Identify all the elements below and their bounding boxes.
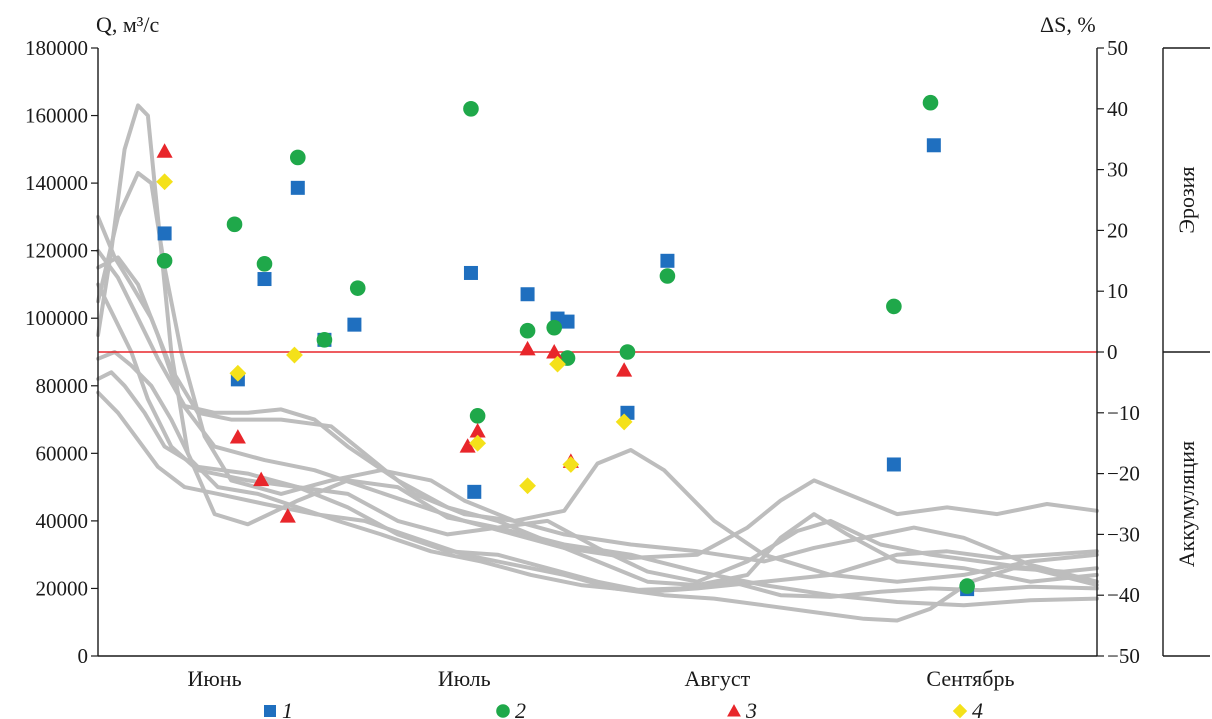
hydrograph-curve-6 <box>96 282 1099 588</box>
series-4-point <box>549 355 566 373</box>
legend-label-4: 4 <box>972 698 983 719</box>
legend-marker-4 <box>952 703 968 719</box>
series-2-point <box>290 149 306 166</box>
y-right-tick-label: −20 <box>1107 462 1140 486</box>
y-left-tick-label: 20000 <box>36 576 89 600</box>
series-1-point <box>467 484 482 499</box>
series-4-point <box>562 456 580 473</box>
y-right-label: ΔS, % <box>1040 12 1096 37</box>
y-right-tick-label: 30 <box>1107 158 1128 182</box>
x-month-label: Июль <box>438 666 491 691</box>
y-left-tick-label: 100000 <box>25 306 88 330</box>
series-3-point <box>616 362 633 377</box>
y-left-tick-label: 0 <box>78 644 89 668</box>
data-markers <box>156 94 975 597</box>
zone-label: Аккумуляция <box>1174 441 1199 567</box>
series-2-point <box>546 319 563 336</box>
zone-label: Эрозия <box>1174 166 1199 233</box>
x-month-label: Сентябрь <box>926 666 1014 691</box>
y-left-tick-label: 80000 <box>36 374 89 398</box>
series-1-point <box>347 317 362 332</box>
hydrograph-curves <box>96 103 1099 623</box>
y-right-tick-label: −50 <box>1107 644 1140 668</box>
series-3-point <box>253 471 270 487</box>
y-left-tick-label: 120000 <box>25 239 88 263</box>
legend-marker-2 <box>496 704 510 718</box>
series-1-point <box>660 253 675 268</box>
axes <box>91 47 1104 657</box>
series-1-point <box>290 180 305 195</box>
series-4-point <box>615 413 633 431</box>
series-4-point <box>229 364 247 382</box>
series-1-point <box>886 457 901 472</box>
y-left-label: Q, м³/с <box>96 12 160 37</box>
x-month-label: Август <box>685 666 751 691</box>
hydrograph-curve-9 <box>96 350 1099 599</box>
legend-marker-3 <box>727 704 741 717</box>
y-right-tick-label: −30 <box>1107 522 1140 546</box>
series-2-point <box>156 252 173 269</box>
series-2-point <box>316 332 333 348</box>
hydrograph-curve-5 <box>96 248 1099 588</box>
y-left-tick-label: 40000 <box>36 509 89 533</box>
y-left-tick-label: 140000 <box>25 171 88 195</box>
y-right-tick-label: −40 <box>1107 583 1140 607</box>
hydrograph-curve-2 <box>96 171 1099 584</box>
series-2-point <box>959 578 975 594</box>
y-right-tick-label: −10 <box>1107 401 1140 425</box>
series-3-point <box>546 343 563 359</box>
series-2-point <box>349 280 366 296</box>
series-1-point <box>257 272 272 287</box>
series-1-point <box>463 265 478 280</box>
series-2-point <box>256 256 273 272</box>
series-4-point <box>286 346 303 364</box>
y-right-tick-label: 20 <box>1107 218 1128 242</box>
legend-label-2: 2 <box>515 698 526 719</box>
legend-label-1: 1 <box>282 698 293 719</box>
series-3-point <box>279 508 296 523</box>
y-left-tick-label: 180000 <box>25 36 88 60</box>
hydrograph-curve-1 <box>96 103 1099 608</box>
legend-marker-1 <box>264 705 276 717</box>
series-1-point <box>560 314 575 329</box>
series-2-point <box>619 344 636 360</box>
series-2-point <box>469 408 486 424</box>
series-1-point <box>926 138 941 153</box>
tick-labels: 0 20000 40000 60000 80000 100000 120000 140000 1… <box>25 36 1140 691</box>
hydrograph-curve-8 <box>96 390 1099 623</box>
zone-panel: Эрозия Аккумуляция <box>1162 47 1210 657</box>
y-left-tick-label: 160000 <box>25 104 88 128</box>
series-4-point <box>519 477 536 495</box>
y-right-tick-label: 50 <box>1107 36 1128 60</box>
y-right-tick-label: 40 <box>1107 97 1128 121</box>
series-3-point <box>459 438 476 453</box>
x-month-label: Июнь <box>187 666 241 691</box>
series-2-point <box>226 216 243 233</box>
series-2-point <box>922 94 939 111</box>
series-2-point <box>463 101 479 117</box>
series-4-point <box>469 434 487 452</box>
series-1-point <box>157 226 172 241</box>
series-3-point <box>519 340 536 356</box>
y-left-tick-label: 60000 <box>36 441 89 465</box>
series-2-point <box>659 268 676 284</box>
series-3-point <box>156 143 173 158</box>
hydrograph-curve-3 <box>96 255 1099 560</box>
hydrograph-curve-4 <box>96 214 1099 584</box>
series-2-point <box>886 298 902 315</box>
series-3-point <box>229 429 246 444</box>
hydrograph-curve-7 <box>96 370 1099 594</box>
legend-label-3: 3 <box>745 698 757 719</box>
y-right-tick-label: 0 <box>1107 340 1118 364</box>
series-3-point <box>469 422 486 438</box>
y-right-tick-label: 10 <box>1107 279 1128 303</box>
series-4-point <box>156 173 173 191</box>
legend: 1 2 3 4 <box>264 698 983 719</box>
series-2-point <box>519 322 536 339</box>
series-1-point <box>520 287 535 302</box>
